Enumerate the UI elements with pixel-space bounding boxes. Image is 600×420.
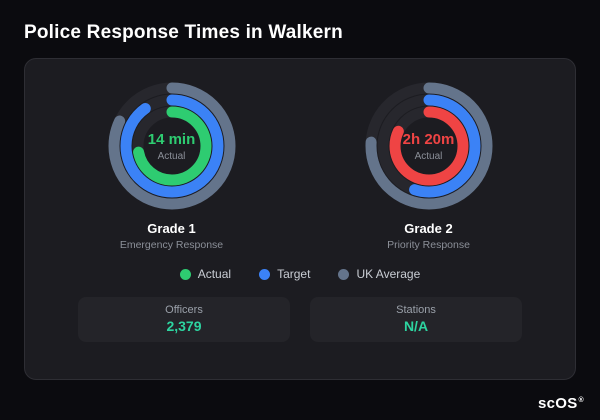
stat-stations: Stations N/A	[310, 297, 522, 342]
legend-label-target: Target	[277, 267, 311, 281]
legend-label-uk-average: UK Average	[356, 267, 421, 281]
donut-chart-grade1: 14 min Actual Grade 1 Emergency Response	[52, 79, 292, 251]
stat-stations-value: N/A	[403, 318, 429, 334]
page-title: Police Response Times in Walkern	[24, 22, 343, 43]
stat-officers-value: 2,379	[166, 318, 202, 334]
response-times-card: 14 min Actual Grade 1 Emergency Response…	[24, 58, 576, 380]
donut-chart-grade2: 2h 20m Actual Grade 2 Priority Response	[309, 79, 549, 251]
scos-logo: scOS®	[538, 395, 584, 412]
target-dot-icon	[259, 268, 271, 280]
stats-row: Officers 2,379 Stations N/A	[43, 297, 557, 342]
chart-legend: Actual Target UK Average	[43, 267, 557, 281]
dashboard-page: Police Response Times in Walkern 14 min …	[24, 22, 576, 380]
grade1-subtitle: Emergency Response	[119, 239, 224, 251]
uk-average-dot-icon	[338, 268, 350, 280]
actual-dot-icon	[179, 268, 191, 280]
stat-stations-label: Stations	[396, 304, 436, 316]
legend-item-target[interactable]: Target	[259, 267, 310, 281]
legend-label-actual: Actual	[197, 267, 232, 281]
legend-item-actual[interactable]: Actual	[179, 267, 232, 281]
scos-logo-text: scOS	[537, 395, 578, 412]
grade1-donut-rings	[108, 82, 235, 210]
stat-officers: Officers 2,379	[78, 297, 290, 342]
grade2-donut-rings	[365, 82, 492, 210]
grade1-title: Grade 1	[147, 221, 196, 236]
grade2-title: Grade 2	[404, 221, 453, 236]
legend-item-uk-average[interactable]: UK Average	[338, 267, 420, 281]
grade2-subtitle: Priority Response	[387, 239, 470, 251]
stat-officers-label: Officers	[165, 304, 203, 316]
grade2-donut: 2h 20m Actual	[362, 79, 496, 213]
charts-row: 14 min Actual Grade 1 Emergency Response…	[43, 79, 557, 251]
registered-trademark-icon: ®	[578, 397, 584, 404]
grade1-donut: 14 min Actual	[105, 79, 239, 213]
